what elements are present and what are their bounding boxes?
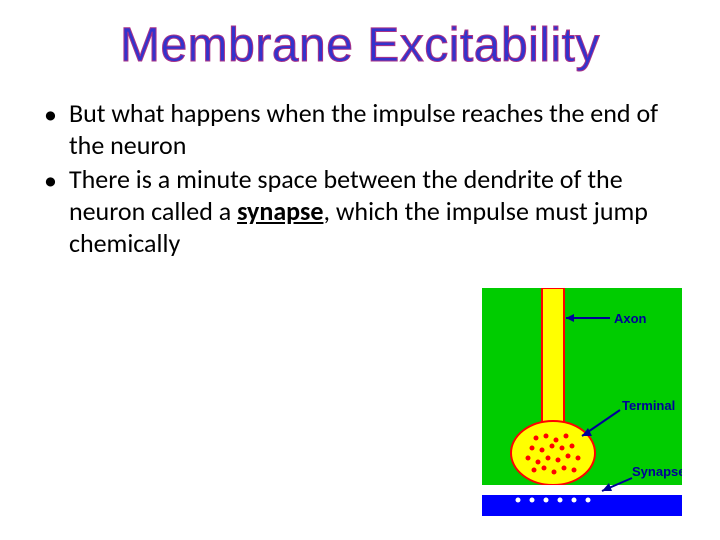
postsynaptic-membrane — [482, 495, 682, 516]
axon-terminal — [511, 421, 595, 485]
label-terminal: Terminal — [622, 398, 675, 413]
label-axon: Axon — [614, 311, 647, 326]
bullet-dot-icon: • — [44, 97, 57, 131]
axon-stem — [542, 288, 564, 423]
synapse-diagram: Axon Terminal Synapse — [482, 288, 682, 516]
bullet-dot-icon: • — [44, 163, 57, 197]
bullet-keyword: synapse — [237, 195, 323, 227]
label-synapse: Synapse — [632, 464, 682, 479]
slide-title: Membrane Excitability — [0, 0, 720, 97]
bullet-text: There is a minute space between the dend… — [69, 163, 676, 259]
bullet-item: • But what happens when the impulse reac… — [44, 97, 676, 161]
bullet-text: But what happens when the impulse reache… — [69, 97, 676, 161]
synaptic-cleft — [482, 485, 682, 495]
bullet-list: • But what happens when the impulse reac… — [0, 97, 720, 259]
bullet-item: • There is a minute space between the de… — [44, 163, 676, 259]
